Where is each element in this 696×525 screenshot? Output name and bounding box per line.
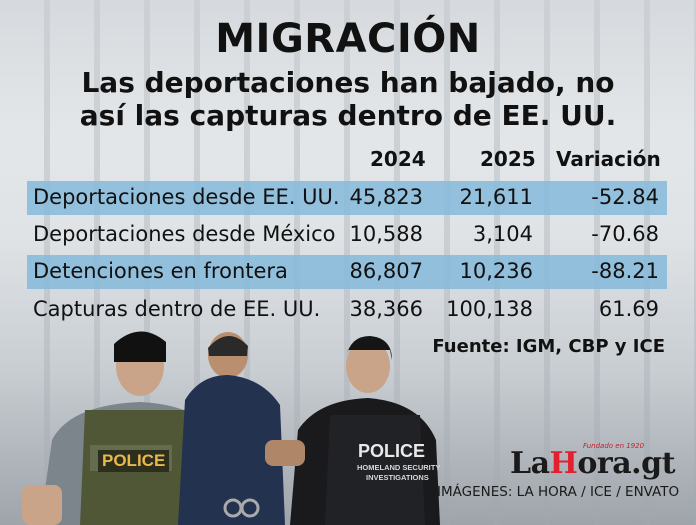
row-value-2024: 45,823 [349,185,423,209]
row-value-variacion: -52.84 [591,185,659,209]
row-value-2025: 10,236 [459,259,533,283]
table-row: Deportaciones desde EE. UU. 45,823 21,61… [27,181,667,215]
column-header-variacion: Variación [556,147,661,171]
row-value-variacion: 61.69 [598,297,659,321]
column-header-2025: 2025 [480,147,536,171]
row-label: Deportaciones desde EE. UU. [33,185,340,209]
row-label: Capturas dentro de EE. UU. [33,297,321,321]
source-note: Fuente: IGM, CBP y ICE [432,336,665,357]
table-row: Deportaciones desde México 10,588 3,104 … [27,218,667,252]
left-vest-label: POLICE [98,450,170,472]
row-value-2024: 10,588 [349,222,423,246]
right-vest-label: POLICE [358,441,426,461]
row-value-2024: 86,807 [349,259,423,283]
right-vest-sub-1: HOMELAND SECURITY [357,463,441,472]
page-subtitle: Las deportaciones han bajado, no así las… [0,66,696,132]
row-value-variacion: -88.21 [591,259,659,283]
row-label: Deportaciones desde México [33,222,336,246]
la-hora-logo: LaHora.gt [510,446,675,481]
row-value-2024: 38,366 [349,297,423,321]
subtitle-line-2: así las capturas dentro de EE. UU. [79,99,617,132]
right-officer [265,336,440,525]
officers-photo [22,331,440,525]
image-credits: IMÁGENES: LA HORA / ICE / ENVATO [437,484,680,500]
row-label: Detenciones en frontera [33,259,288,283]
row-value-2025: 21,611 [459,185,533,209]
subtitle-line-1: Las deportaciones han bajado, no [81,66,615,99]
logo-part-2: H [549,446,578,481]
logo-part-1: La [510,446,550,481]
detainee [178,332,285,525]
row-value-2025: 3,104 [472,222,533,246]
row-value-2025: 100,138 [446,297,533,321]
table-row: Capturas dentro de EE. UU. 38,366 100,13… [27,293,667,327]
row-value-variacion: -70.68 [591,222,659,246]
logo-tagline: Fundado en 1920 [583,442,645,450]
logo-part-3: ora.gt [577,446,675,481]
page-title: MIGRACIÓN [215,16,481,62]
table-row: Detenciones en frontera 86,807 10,236 -8… [27,255,667,289]
right-vest-sub-2: INVESTIGATIONS [366,473,429,482]
ceiling-shade [0,0,696,140]
column-header-2024: 2024 [370,147,426,171]
cap-icon [114,331,166,362]
